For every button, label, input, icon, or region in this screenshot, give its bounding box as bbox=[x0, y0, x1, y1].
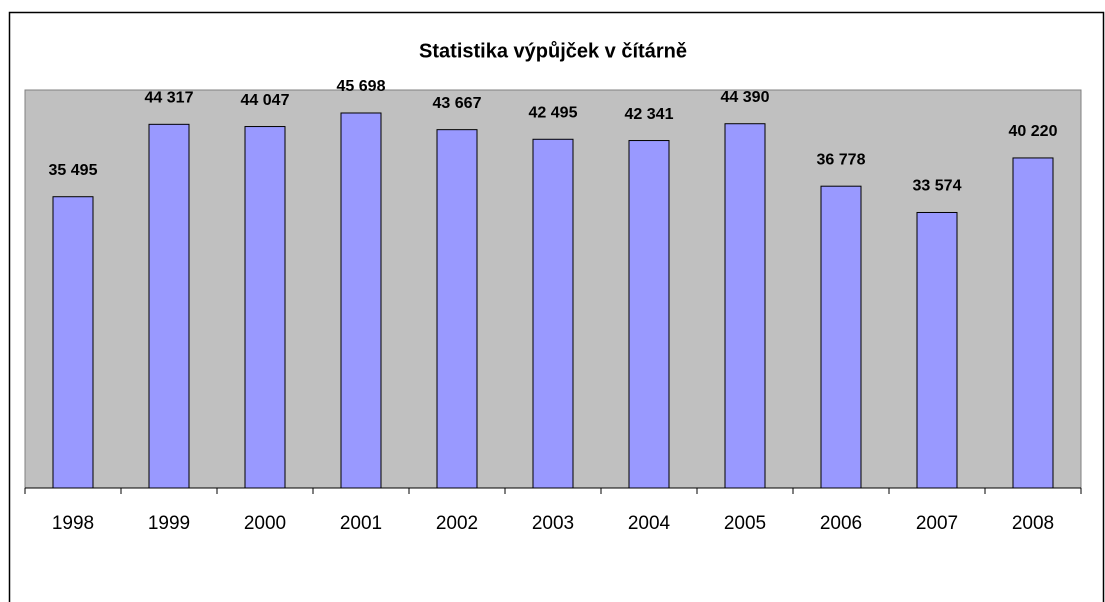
bar bbox=[436, 129, 478, 489]
bar bbox=[340, 112, 382, 489]
data-label: 44 317 bbox=[145, 90, 194, 107]
bar bbox=[244, 126, 286, 489]
bar bbox=[532, 138, 574, 489]
bar bbox=[52, 196, 94, 489]
bar bbox=[916, 211, 958, 489]
x-tick-label: 2007 bbox=[916, 513, 958, 534]
data-label: 35 495 bbox=[49, 162, 98, 179]
chart-title: Statistika výpůjček v čítárně bbox=[419, 40, 687, 62]
data-label: 44 047 bbox=[241, 92, 290, 109]
data-label: 40 220 bbox=[1009, 123, 1058, 140]
data-label: 43 667 bbox=[433, 95, 482, 112]
data-label: 44 390 bbox=[721, 89, 770, 106]
data-label: 36 778 bbox=[817, 151, 866, 168]
data-label: 33 574 bbox=[913, 178, 962, 195]
x-tick-label: 1998 bbox=[52, 513, 94, 534]
x-tick-label: 2003 bbox=[532, 513, 574, 534]
bar bbox=[820, 185, 862, 489]
x-tick-label: 2000 bbox=[244, 513, 286, 534]
x-tick-label: 2008 bbox=[1012, 513, 1054, 534]
x-tick-label: 2005 bbox=[724, 513, 766, 534]
data-label: 42 341 bbox=[625, 106, 674, 123]
x-tick-label: 1999 bbox=[148, 513, 190, 534]
x-tick-label: 2004 bbox=[628, 513, 671, 534]
bar bbox=[148, 123, 190, 489]
bar bbox=[1012, 157, 1054, 489]
bar bbox=[628, 140, 670, 489]
x-tick-label: 2006 bbox=[820, 513, 862, 534]
data-label: 42 495 bbox=[529, 104, 578, 121]
x-tick-label: 2001 bbox=[340, 513, 382, 534]
data-label: 45 698 bbox=[337, 78, 386, 95]
bar bbox=[724, 123, 766, 489]
x-tick-label: 2002 bbox=[436, 513, 478, 534]
